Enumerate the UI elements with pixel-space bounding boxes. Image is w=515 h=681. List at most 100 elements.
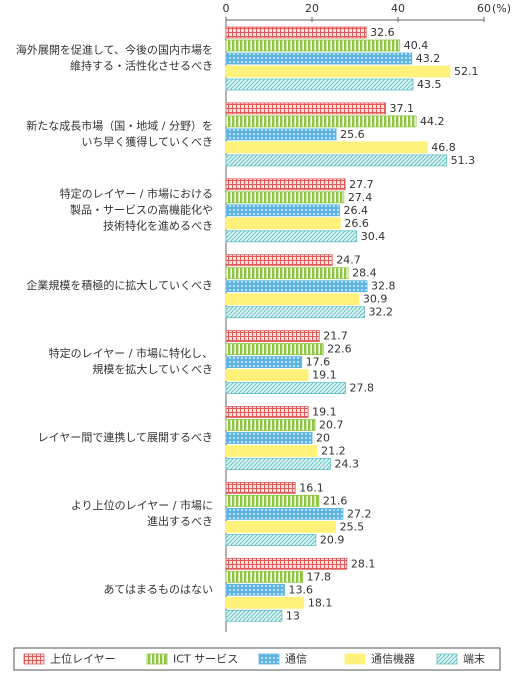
bar (225, 204, 340, 217)
bar (225, 343, 324, 356)
bar (225, 52, 413, 65)
value-label: 16.1 (299, 481, 324, 494)
category-line: より上位のレイヤー / 市場に (71, 498, 213, 512)
legend-swatch (344, 653, 366, 665)
value-label: 26.6 (344, 217, 369, 230)
value-label: 20 (316, 432, 330, 445)
value-label: 20.9 (320, 533, 345, 546)
category-line: 特定のレイヤー / 市場に特化し、 (49, 346, 213, 360)
bar (225, 481, 296, 494)
value-label: 22.6 (327, 343, 352, 356)
category-line: いち早く獲得していくべき (81, 135, 213, 148)
category-label: 特定のレイヤー / 市場における製品・サービスの高機能化や技術特化を進めるべき (60, 186, 213, 232)
value-label: 13 (286, 609, 300, 622)
bar (225, 609, 283, 622)
legend-swatch (146, 653, 168, 665)
bar (225, 78, 414, 91)
value-label: 17.8 (307, 570, 332, 583)
bar (225, 128, 337, 141)
category-label: 新たな成長市場（国・地域 / 分野）をいち早く獲得していくべき (26, 118, 213, 148)
bar (225, 406, 309, 418)
category-label: レイヤー間で連携して展開するべき (38, 430, 213, 444)
bar (225, 596, 305, 609)
category-label: あてはまるものはない (103, 583, 213, 596)
category-line: 製品・サービスの高機能化や (70, 202, 213, 216)
bar (225, 154, 447, 167)
legend-swatch (23, 653, 45, 665)
bar (225, 583, 285, 596)
bar (225, 356, 303, 369)
value-label: 17.6 (306, 356, 331, 369)
bar (225, 280, 368, 293)
value-label: 18.1 (308, 596, 333, 609)
bar (225, 570, 303, 583)
bar (225, 191, 345, 204)
value-label: 28.1 (351, 557, 376, 570)
value-label: 21.7 (323, 330, 348, 343)
bar (225, 178, 346, 191)
value-label: 19.1 (312, 369, 337, 382)
bar (225, 293, 360, 306)
value-label: 27.4 (348, 191, 373, 204)
bar (225, 267, 349, 280)
x-tick-label: 20 (305, 2, 319, 15)
bar (225, 254, 333, 267)
value-label: 25.5 (340, 520, 365, 533)
x-tick-label: 0 (223, 2, 230, 15)
bar (225, 141, 428, 154)
bar (225, 39, 401, 52)
bar (225, 26, 367, 39)
bar (225, 458, 331, 470)
bar (225, 382, 346, 395)
bar (225, 432, 313, 444)
bar (225, 115, 417, 128)
value-label: 26.4 (344, 204, 369, 217)
category-line: 維持する・活性化させるべき (70, 59, 213, 73)
value-label: 25.6 (340, 128, 365, 141)
bar (225, 369, 309, 382)
category-label: 海外展開を促進して、今後の国内市場を維持する・活性化させるべき (16, 43, 213, 73)
category-label: より上位のレイヤー / 市場に進出するべき (71, 498, 213, 528)
category-line: 進出するべき (147, 514, 213, 528)
value-label: 43.5 (417, 78, 442, 91)
legend-label: 上位レイヤー (50, 652, 116, 666)
category-line: 技術特化を進めるべき (103, 218, 213, 232)
legend-box (13, 647, 501, 671)
bar (225, 217, 341, 230)
value-label: 27.8 (350, 382, 375, 395)
category-line: 企業規模を積極的に拡大していくべき (26, 278, 213, 292)
value-label: 24.3 (334, 458, 359, 471)
value-label: 37.1 (390, 102, 415, 115)
value-label: 24.7 (336, 254, 361, 267)
category-line: 海外展開を促進して、今後の国内市場を (16, 43, 213, 57)
value-label: 13.6 (288, 583, 313, 596)
x-tick-label: 60 (477, 2, 491, 15)
legend-label: 通信機器 (371, 652, 415, 666)
value-label: 32.2 (368, 306, 393, 319)
legend-swatch (436, 653, 458, 665)
bar (225, 230, 358, 243)
value-label: 21.2 (321, 445, 346, 458)
bar (225, 557, 348, 570)
category-line: 規模を拡大していくべき (92, 362, 213, 376)
value-label: 27.7 (349, 178, 374, 191)
category-label: 企業規模を積極的に拡大していくべき (26, 278, 213, 292)
category-line: あてはまるものはない (103, 583, 213, 596)
value-label: 46.8 (431, 141, 456, 154)
value-label: 52.1 (454, 65, 479, 78)
legend-label: 通信 (285, 653, 307, 666)
value-label: 40.4 (404, 39, 429, 52)
bar (225, 494, 320, 507)
legend-label: ICT サービス (173, 653, 238, 666)
category-line: レイヤー間で連携して展開するべき (38, 430, 213, 444)
category-line: 特定のレイヤー / 市場における (60, 186, 213, 200)
bar (225, 102, 386, 115)
bar (225, 306, 365, 319)
bar (225, 445, 318, 457)
value-label: 30.9 (363, 293, 388, 306)
value-label: 43.2 (416, 52, 441, 65)
bar (225, 521, 337, 533)
legend-label: 端末 (463, 652, 485, 666)
value-label: 51.3 (451, 154, 476, 167)
